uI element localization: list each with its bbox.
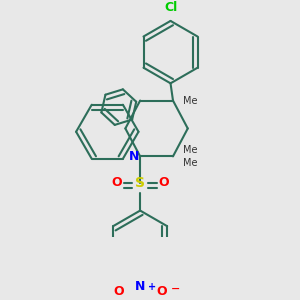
Text: N: N	[135, 280, 145, 292]
Text: −: −	[170, 284, 180, 294]
Text: +: +	[148, 282, 156, 292]
Text: O: O	[159, 176, 169, 189]
Text: O: O	[111, 176, 122, 189]
Text: N: N	[129, 150, 140, 163]
Text: O: O	[113, 285, 124, 298]
Text: Me: Me	[183, 158, 197, 168]
Text: Me: Me	[183, 96, 197, 106]
Text: S: S	[135, 176, 145, 190]
Text: O: O	[156, 285, 167, 298]
Text: Cl: Cl	[164, 2, 177, 14]
Text: Me: Me	[183, 145, 197, 155]
